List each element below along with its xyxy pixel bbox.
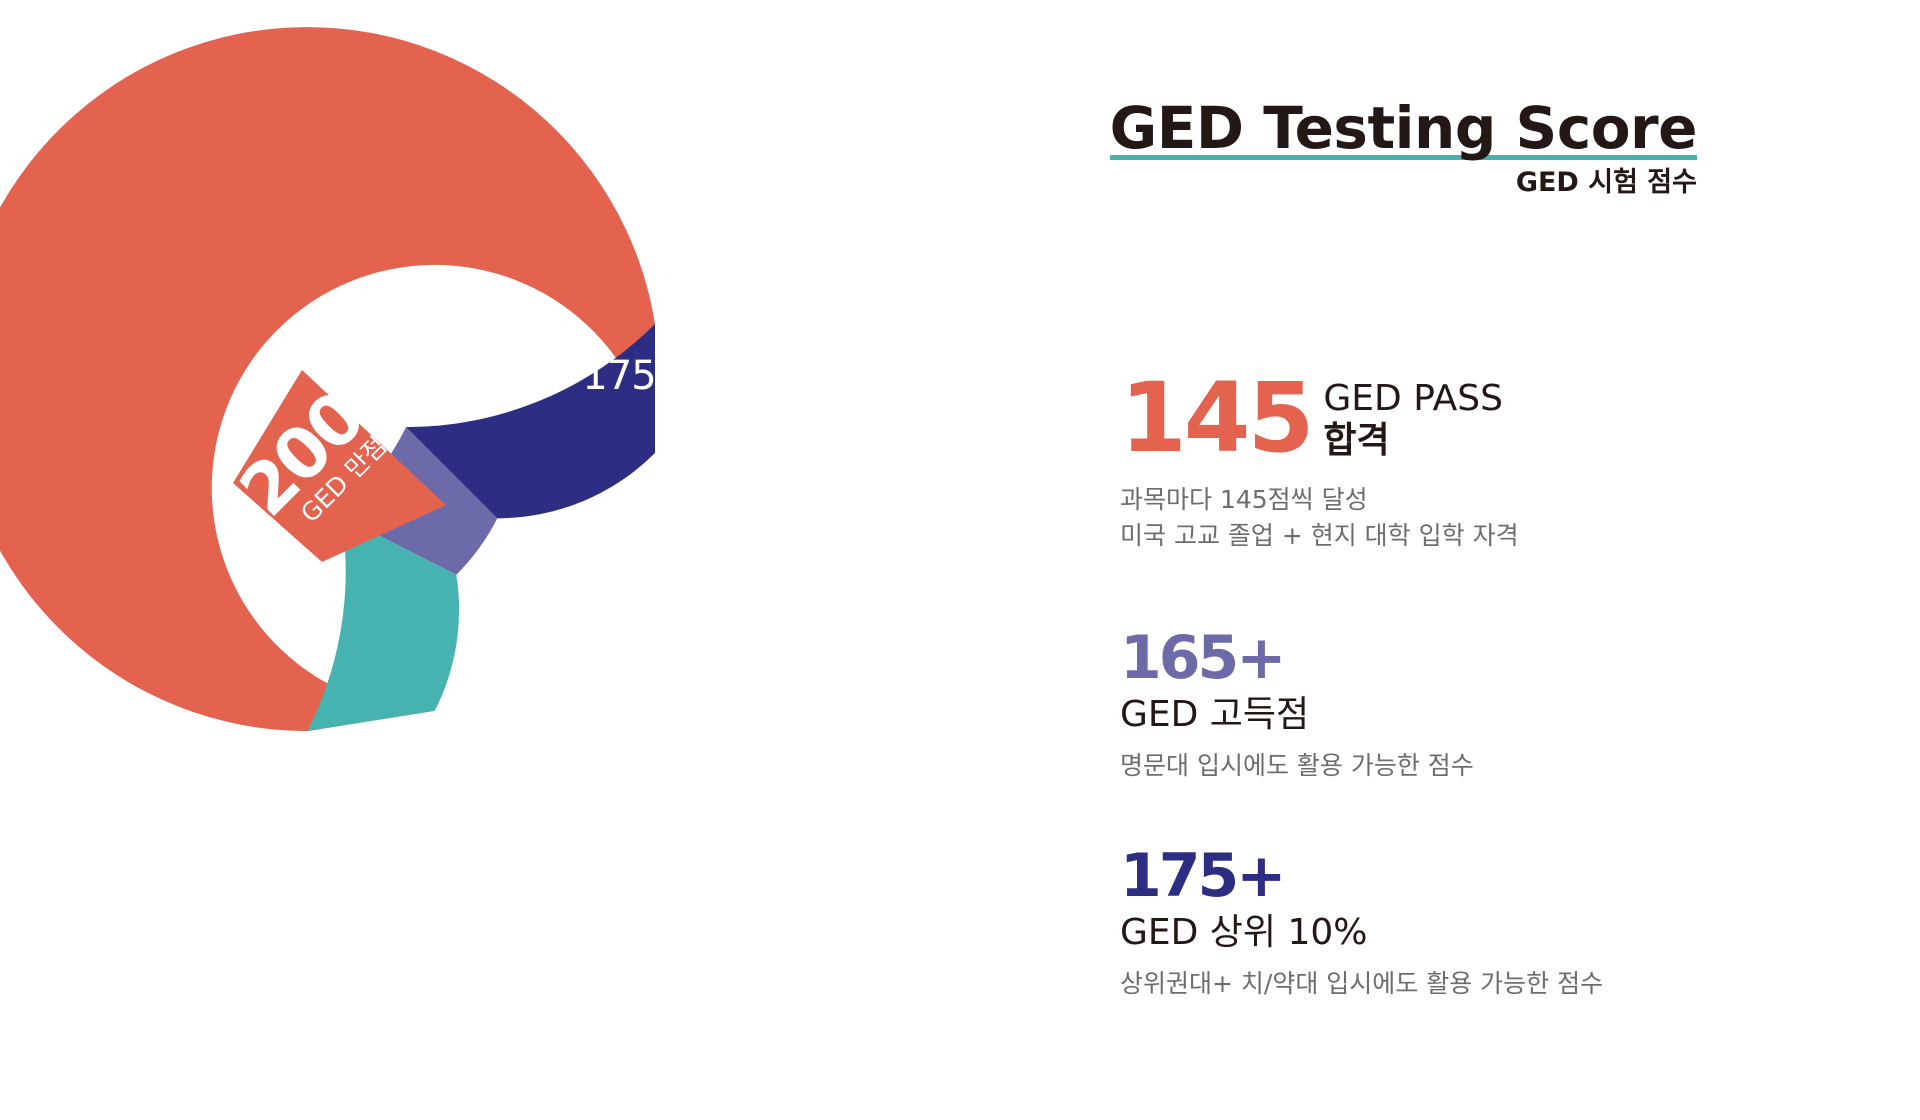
label-165: 165 xyxy=(796,400,878,486)
high-score: 165+ xyxy=(1120,623,1287,693)
page-title: GED Testing Score xyxy=(1109,94,1698,162)
pass-title-ko: 합격 xyxy=(1323,420,1390,461)
high-score-title: GED 고득점 xyxy=(1120,694,1310,735)
title-underline xyxy=(1109,155,1697,160)
pass-score: 145 xyxy=(1120,362,1314,474)
info-high-score: 165+ GED 고득점 명문대 입시에도 활용 가능한 점수 xyxy=(1120,628,1474,784)
label-145: 145 xyxy=(879,604,1002,681)
header: GED Testing Score GED 시험 점수 xyxy=(1109,94,1698,200)
top-score: 175+ xyxy=(1120,841,1287,911)
info-top-ten: 175+ GED 상위 10% 상위권대+ 치/약대 입시에도 활용 가능한 점… xyxy=(1120,846,1603,1002)
high-score-desc: 명문대 입시에도 활용 가능한 점수 xyxy=(1120,751,1474,780)
segment-navy xyxy=(406,324,655,519)
top-score-title: GED 상위 10% xyxy=(1120,912,1368,953)
top-score-desc: 상위권대+ 치/약대 입시에도 활용 가능한 점수 xyxy=(1120,969,1604,998)
page-subtitle: GED 시험 점수 xyxy=(1515,167,1697,198)
pass-desc-line: 미국 고교 졸업 + 현지 대학 입학 자격 xyxy=(1120,521,1519,550)
label-175: 175 xyxy=(582,353,655,399)
donut-segments xyxy=(0,27,655,732)
info-pass: 145 GED PASS 합격 과목마다 145점씩 달성 미국 고교 졸업 +… xyxy=(1120,370,1519,554)
pass-desc-line: 과목마다 145점씩 달성 xyxy=(1120,485,1368,514)
segment-red xyxy=(0,27,655,732)
segment-teal xyxy=(307,516,460,732)
flag-shape xyxy=(233,370,446,562)
pass-title-en: GED PASS xyxy=(1323,378,1503,419)
